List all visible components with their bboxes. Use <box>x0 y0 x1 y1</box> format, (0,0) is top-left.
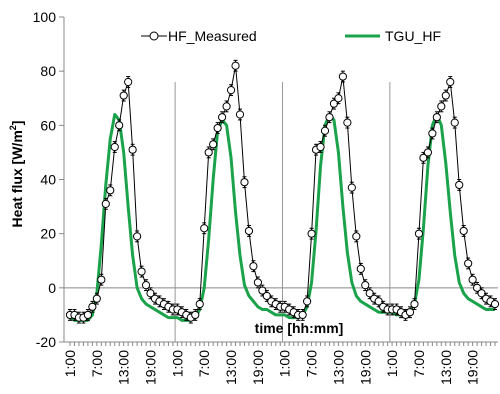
hf-measured-point <box>428 129 437 138</box>
y-tick-label: 40 <box>40 172 56 188</box>
hf-measured-point <box>128 145 137 154</box>
x-tick-label: 7:00 <box>411 350 427 377</box>
hf-measured-point <box>338 72 347 81</box>
hf-measured-point <box>226 86 236 95</box>
hf-measured-point <box>468 275 477 284</box>
x-tick-label: 19:00 <box>357 350 373 385</box>
hf-measured-point <box>83 310 92 320</box>
hf-measured-point <box>446 77 455 87</box>
x-tick-label: 7:00 <box>196 350 212 377</box>
hf-measured-point <box>347 183 356 192</box>
day-separator-lines <box>174 82 391 342</box>
hf-measured-point <box>115 121 124 130</box>
y-tick-label: 100 <box>33 9 57 25</box>
hf-measured-point <box>410 299 419 309</box>
hf-measured-point <box>218 113 227 122</box>
hf-measured-point <box>490 299 500 309</box>
x-tick-label: 7:00 <box>304 350 320 377</box>
hf-measured-point <box>307 229 316 238</box>
hf-measured-point <box>204 148 213 157</box>
hf-measured-point <box>200 224 209 233</box>
hf-measured-point <box>441 91 450 100</box>
hf-measured-point <box>325 113 334 122</box>
hf-measured-point <box>334 94 343 103</box>
y-tick-label: 20 <box>40 226 56 242</box>
hf-measured-point <box>88 302 97 311</box>
hf-measured-point <box>423 148 432 157</box>
y-tick-labels: -20 0 20 40 60 80 100 <box>33 9 57 350</box>
hf-measured-point <box>92 294 101 303</box>
y-tick-label: 60 <box>40 117 56 133</box>
hf-measured-point <box>320 126 330 135</box>
hf-measured-point <box>356 264 365 273</box>
hf-measured-point <box>133 232 142 241</box>
legend-hf-measured-label: HF_Measured <box>168 28 257 44</box>
hf-measured-point <box>209 140 218 149</box>
hf-measured-point <box>298 310 307 320</box>
y-axis-title: Heat flux [W/m2] <box>8 121 25 228</box>
hf-measured-point <box>343 118 352 127</box>
hf-measured-point <box>240 178 249 187</box>
hf-measured-point <box>437 102 446 111</box>
x-tick-label: 1:00 <box>384 350 400 377</box>
hf-measured-point <box>235 110 245 119</box>
tgu-hf-line <box>69 113 495 322</box>
hf-measured-point <box>213 123 222 133</box>
hf-measured-point <box>450 118 459 127</box>
hf-measured-point <box>222 102 231 111</box>
hf-measured-point <box>459 226 468 236</box>
legend-hf-measured-marker <box>149 31 159 41</box>
x-tick-label: 7:00 <box>89 350 105 377</box>
hf-measured-point <box>195 299 204 309</box>
hf-measured-point <box>249 262 258 271</box>
hf-measured-point <box>97 275 106 284</box>
hf-measured-point <box>414 229 424 238</box>
hf-measured-point <box>110 142 119 152</box>
x-tick-label: 13:00 <box>116 350 132 385</box>
hf-measured-point <box>141 281 151 290</box>
series-tgu-hf <box>69 113 495 322</box>
x-axis-title: time [hh:mm] <box>255 320 344 336</box>
x-tick-label: 19:00 <box>143 350 159 385</box>
hf-measured-point <box>361 281 370 290</box>
x-tick-label: 1:00 <box>169 350 185 377</box>
series-hf-measured <box>65 59 500 324</box>
hf-measured-point <box>464 259 473 268</box>
y-tick-label: -20 <box>36 334 56 350</box>
hf-measured-point <box>303 297 312 306</box>
y-tick-label: 80 <box>40 63 56 79</box>
hf-measured-point <box>405 308 415 317</box>
hf-measured-point <box>253 278 262 287</box>
x-tick-label: 19:00 <box>250 350 266 385</box>
hf-measured-point <box>432 113 441 122</box>
x-tick-label: 1:00 <box>62 350 78 377</box>
hf-measured-point <box>106 186 115 195</box>
hf-measured-point <box>137 267 146 276</box>
hf-measured-point <box>455 180 464 190</box>
y-tick-label: 0 <box>48 280 56 296</box>
legend: HF_Measured TGU_HF <box>141 28 441 44</box>
legend-tgu-hf-label: TGU_HF <box>385 28 441 44</box>
hf-measured-point <box>231 61 240 70</box>
hf-measured-point <box>101 199 110 208</box>
x-tick-label: 13:00 <box>223 350 239 385</box>
hf-measured-point <box>244 226 254 236</box>
hf-measured-point <box>352 232 361 241</box>
hf-measured-point <box>124 77 133 87</box>
x-tick-label: 13:00 <box>330 350 346 385</box>
x-tick-label: 19:00 <box>465 350 481 385</box>
hf-measured-point <box>119 91 128 100</box>
x-tick-label: 1:00 <box>277 350 293 377</box>
hf-measured-point <box>316 142 325 152</box>
x-tick-label: 13:00 <box>438 350 454 385</box>
hf-measured-point <box>191 310 200 320</box>
x-tick-labels: 1:00 7:00 13:00 19:00 1:00 7:00 13:00 19:00 1:00… <box>62 350 481 385</box>
